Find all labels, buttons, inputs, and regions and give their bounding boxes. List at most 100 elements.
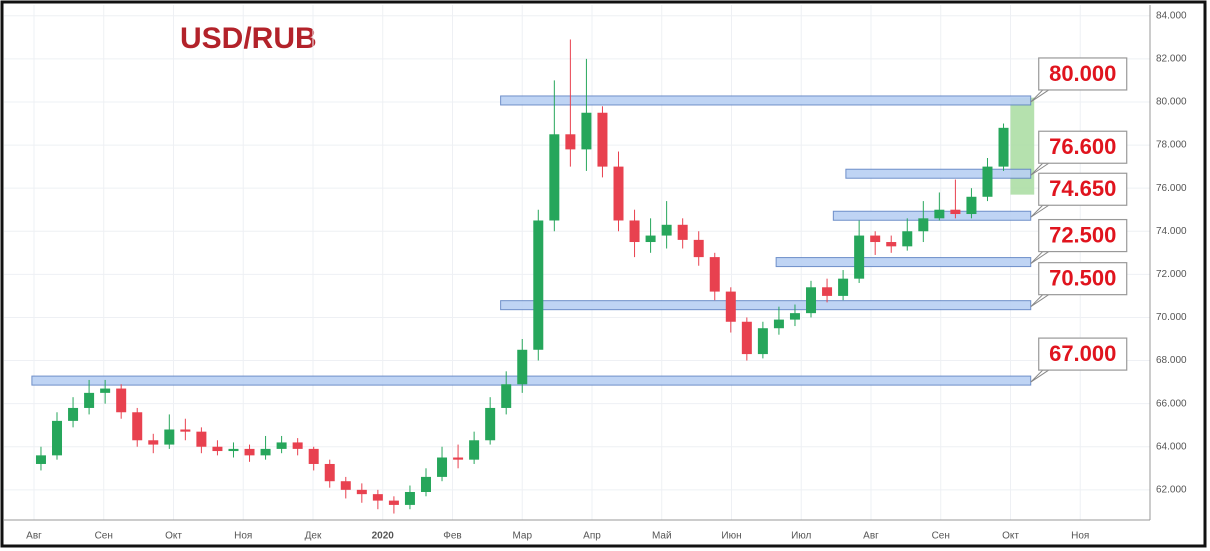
x-tick-label: Мар xyxy=(512,531,532,542)
candle-body xyxy=(260,448,271,456)
x-tick-label: Июл xyxy=(791,531,811,542)
candle-body xyxy=(356,489,367,495)
label-box xyxy=(1038,57,1128,91)
label-box xyxy=(1038,262,1128,296)
candle-body xyxy=(677,224,688,240)
level-label: 70.500 xyxy=(1049,265,1116,290)
candle-body xyxy=(404,491,415,505)
level-band xyxy=(500,95,1032,106)
candle-body xyxy=(806,287,817,314)
candle-body xyxy=(292,442,303,449)
y-tick-label: 64.000 xyxy=(1156,441,1187,452)
y-tick-label: 70.000 xyxy=(1156,312,1187,323)
candle-body xyxy=(966,196,977,215)
candle-body xyxy=(645,235,656,243)
candle-body xyxy=(597,112,608,167)
level-label: 80.000 xyxy=(1049,61,1116,86)
candle-body xyxy=(324,463,335,482)
candle-body xyxy=(950,209,961,215)
x-tick-label: Ноя xyxy=(1071,531,1089,542)
x-tick-label: Авг xyxy=(863,531,879,542)
label-box xyxy=(1038,218,1128,253)
candle-body xyxy=(485,407,496,441)
chart-title: USD/RUB xyxy=(180,22,317,55)
y-tick-label: 68.000 xyxy=(1156,355,1187,366)
y-tick-label: 76.000 xyxy=(1156,183,1187,194)
candle-body xyxy=(982,166,993,197)
label-box xyxy=(1038,130,1128,164)
x-tick-label: 2020 xyxy=(372,531,395,542)
level-label: 76.600 xyxy=(1049,134,1116,159)
candle-body xyxy=(469,440,480,460)
candle-body xyxy=(822,287,833,296)
candle-body xyxy=(789,313,800,320)
x-tick-label: Июн xyxy=(721,531,741,542)
candle-body xyxy=(196,431,207,447)
candle-body xyxy=(244,448,255,456)
candle-body xyxy=(372,494,383,501)
candle-body xyxy=(918,218,929,232)
y-tick-label: 84.000 xyxy=(1156,10,1187,21)
candle-body xyxy=(661,224,672,236)
y-tick-label: 78.000 xyxy=(1156,140,1187,151)
highlight-box xyxy=(1010,97,1035,195)
level-label: 67.000 xyxy=(1049,341,1116,366)
x-tick-label: Окт xyxy=(165,531,182,542)
candle-body xyxy=(388,500,399,505)
candle-body xyxy=(517,349,528,385)
candle-body xyxy=(709,257,720,292)
candle-body xyxy=(629,220,640,243)
level-band xyxy=(775,257,1032,268)
label-box xyxy=(1038,172,1128,206)
candle-body xyxy=(212,446,223,452)
x-tick-label: Сен xyxy=(932,531,950,542)
candle-body xyxy=(854,235,865,279)
x-tick-label: Окт xyxy=(1002,531,1019,542)
candle-body xyxy=(725,291,736,322)
candle-body xyxy=(501,384,512,408)
x-tick-label: Май xyxy=(652,531,672,542)
candle-body xyxy=(934,209,945,219)
candle-body xyxy=(886,242,897,247)
candle-body xyxy=(84,392,95,408)
y-tick-label: 62.000 xyxy=(1156,484,1187,495)
candle-body xyxy=(148,440,159,445)
candle-body xyxy=(693,239,704,258)
level-band xyxy=(500,300,1032,311)
candle-body xyxy=(533,220,544,350)
candle-body xyxy=(308,448,319,464)
candle-body xyxy=(902,231,913,247)
y-tick-label: 80.000 xyxy=(1156,97,1187,108)
candle-body xyxy=(420,476,431,492)
candle-body xyxy=(35,455,46,464)
candle-body xyxy=(276,442,287,449)
candle-body xyxy=(838,278,849,296)
candle-body xyxy=(757,328,768,355)
candle-body xyxy=(741,321,752,355)
x-tick-label: Дек xyxy=(305,531,322,542)
candle-body xyxy=(100,388,111,393)
candle-body xyxy=(437,457,448,477)
candle-body xyxy=(132,412,143,441)
y-tick-label: 66.000 xyxy=(1156,398,1187,409)
candle-body xyxy=(453,457,464,460)
x-tick-label: Ноя xyxy=(234,531,252,542)
x-tick-label: Апр xyxy=(583,531,601,542)
y-tick-label: 72.000 xyxy=(1156,269,1187,280)
candle-body xyxy=(581,112,592,150)
level-band xyxy=(31,375,1032,386)
candle-body xyxy=(180,429,191,432)
candle-body xyxy=(998,127,1009,167)
candle-body xyxy=(228,448,239,452)
candle-body xyxy=(68,407,79,421)
label-box xyxy=(1038,337,1128,371)
level-band xyxy=(845,168,1032,179)
candle-body xyxy=(549,134,560,221)
x-tick-label: Сен xyxy=(95,531,113,542)
candle-body xyxy=(565,134,576,150)
level-label: 72.500 xyxy=(1049,222,1116,247)
x-tick-label: Фев xyxy=(443,531,461,542)
x-tick-label: Авг xyxy=(26,531,42,542)
candle-body xyxy=(613,166,624,221)
